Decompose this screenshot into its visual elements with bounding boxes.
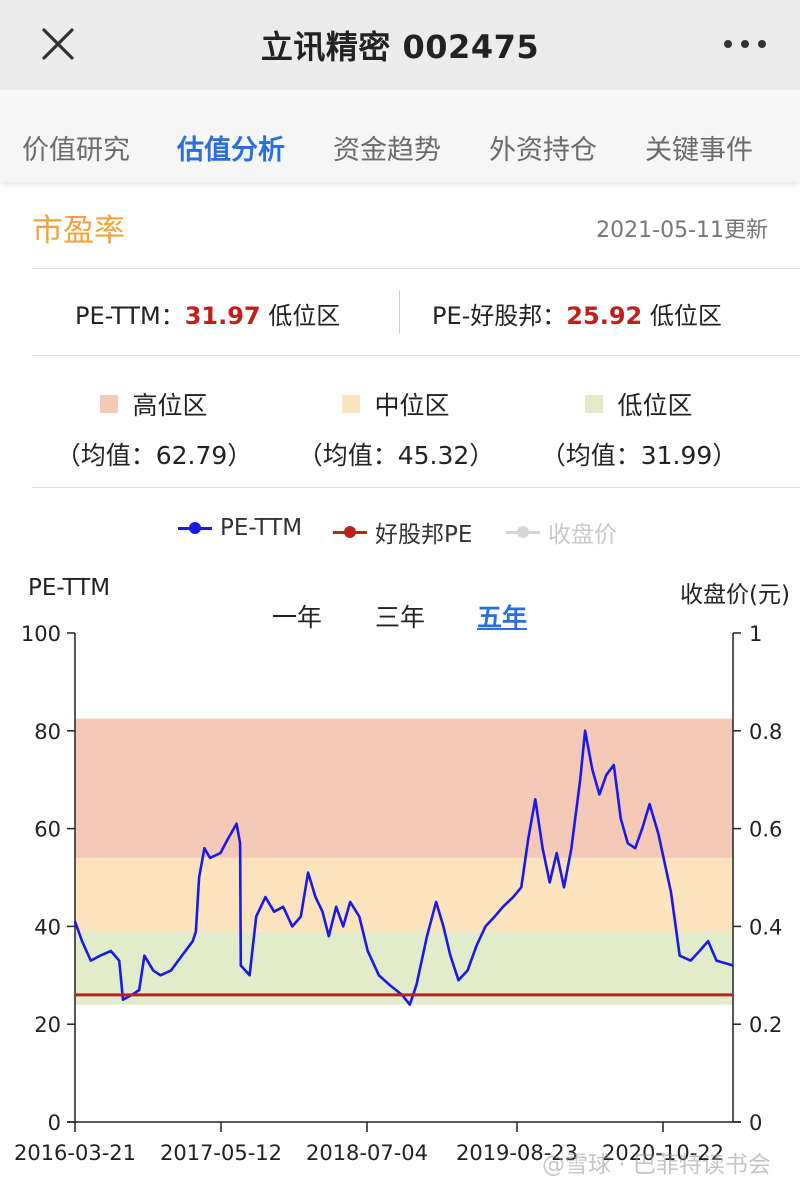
tab-capital-trend[interactable]: 资金趋势 <box>333 135 441 166</box>
legend-pe-ttm-label: PE-TTM <box>220 515 303 541</box>
update-time: 2021-05-11更新 <box>596 218 768 243</box>
pe-ttm-label: PE-TTM： <box>75 302 185 330</box>
zone-low-avg: （均值：31.99） <box>540 441 738 470</box>
left-axis-title: PE-TTM <box>28 575 111 601</box>
divider <box>32 487 800 488</box>
tab-value-research[interactable]: 价值研究 <box>22 135 130 166</box>
zone-mid: 中位区 （均值：45.32） <box>276 386 516 472</box>
right-tick-label: 0.6 <box>749 818 782 842</box>
right-axis-title: 收盘价(元) <box>680 582 790 608</box>
zone-low-swatch <box>585 395 604 413</box>
legend-hgb-pe-marker <box>333 522 367 542</box>
zone-high: 高位区 （均值：62.79） <box>34 386 274 472</box>
zone-high-avg: （均值：62.79） <box>55 441 253 470</box>
left-tick-label: 20 <box>34 1013 61 1037</box>
tab-foreign-holdings[interactable]: 外资持仓 <box>489 135 597 166</box>
pe-ttm-value: 31.97 <box>184 302 261 330</box>
watermark: @雪球 · 巴菲特读书会 <box>542 1152 771 1178</box>
right-tick-label: 0 <box>749 1111 762 1135</box>
legend-pe-ttm-marker <box>178 518 212 538</box>
zone-low-label: 低位区 <box>617 391 693 420</box>
range-three-year-button[interactable]: 三年 <box>375 603 426 632</box>
pe-ttm-line <box>73 729 734 1006</box>
legend-close-price-label: 收盘价 <box>548 522 617 548</box>
pe-ttm-summary: PE-TTM：31.97 低位区 <box>75 296 340 331</box>
zone-mid-avg: （均值：45.32） <box>297 441 495 470</box>
legend-close-price-marker <box>506 522 540 542</box>
left-tick-label: 80 <box>34 720 61 744</box>
x-tick-label: 2018-07-04 <box>306 1141 428 1165</box>
left-tick-label: 0 <box>48 1111 61 1135</box>
pe-chart: 0 20 40 60 80 100 0 0.2 0.4 0.6 0.8 1 2016-03-21 2017… <box>14 622 782 1165</box>
zone-mid-label: 中位区 <box>374 391 450 420</box>
left-tick-label: 60 <box>34 818 61 842</box>
band-mid <box>75 857 733 932</box>
x-tick-label: 2019-08-23 <box>456 1141 578 1165</box>
tab-bar: 价值研究 估值分析 资金趋势 外资持仓 关键事件 <box>0 90 800 182</box>
legend-hgb-pe[interactable]: 好股邦PE <box>333 515 472 549</box>
zone-mid-swatch <box>342 395 361 413</box>
range-one-year-button[interactable]: 一年 <box>272 603 323 632</box>
legend-pe-ttm[interactable]: PE-TTM <box>178 515 302 541</box>
close-icon[interactable] <box>36 22 80 66</box>
pe-hgb-summary: PE-好股邦：25.92 低位区 <box>432 296 722 331</box>
x-tick-label: 2020-10-22 <box>602 1141 724 1165</box>
legend-close-price[interactable]: 收盘价 <box>506 515 617 549</box>
divider <box>32 268 800 269</box>
range-five-year-button[interactable]: 五年 <box>477 603 528 632</box>
zone-high-label: 高位区 <box>132 391 208 420</box>
right-tick-label: 0.4 <box>749 915 782 939</box>
tab-valuation-analysis[interactable]: 估值分析 <box>177 135 285 166</box>
band-low <box>75 931 733 1005</box>
left-tick-label: 100 <box>21 622 61 646</box>
pe-hgb-label: PE-好股邦： <box>432 302 567 330</box>
page-title: 立讯精密 002475 <box>260 28 540 66</box>
x-tick-label: 2016-03-21 <box>14 1141 136 1165</box>
x-tick-label: 2017-05-12 <box>160 1141 282 1165</box>
pe-hgb-zone: 低位区 <box>649 302 722 330</box>
zone-low: 低位区 （均值：31.99） <box>519 386 759 472</box>
section-title: 市盈率 <box>32 213 125 249</box>
band-high <box>75 718 733 858</box>
right-tick-label: 1 <box>749 622 762 646</box>
zone-high-swatch <box>100 395 119 413</box>
more-icon[interactable] <box>720 22 770 66</box>
pe-hgb-value: 25.92 <box>566 302 643 330</box>
pe-ttm-zone: 低位区 <box>268 302 341 330</box>
divider <box>32 355 800 356</box>
vertical-divider <box>399 290 400 334</box>
tab-key-events[interactable]: 关键事件 <box>645 135 753 166</box>
left-tick-label: 40 <box>34 915 61 939</box>
legend-hgb-pe-label: 好股邦PE <box>375 522 473 548</box>
top-bar: 立讯精密 002475 <box>0 0 800 90</box>
right-tick-label: 0.2 <box>749 1013 782 1037</box>
right-tick-label: 0.8 <box>749 720 782 744</box>
